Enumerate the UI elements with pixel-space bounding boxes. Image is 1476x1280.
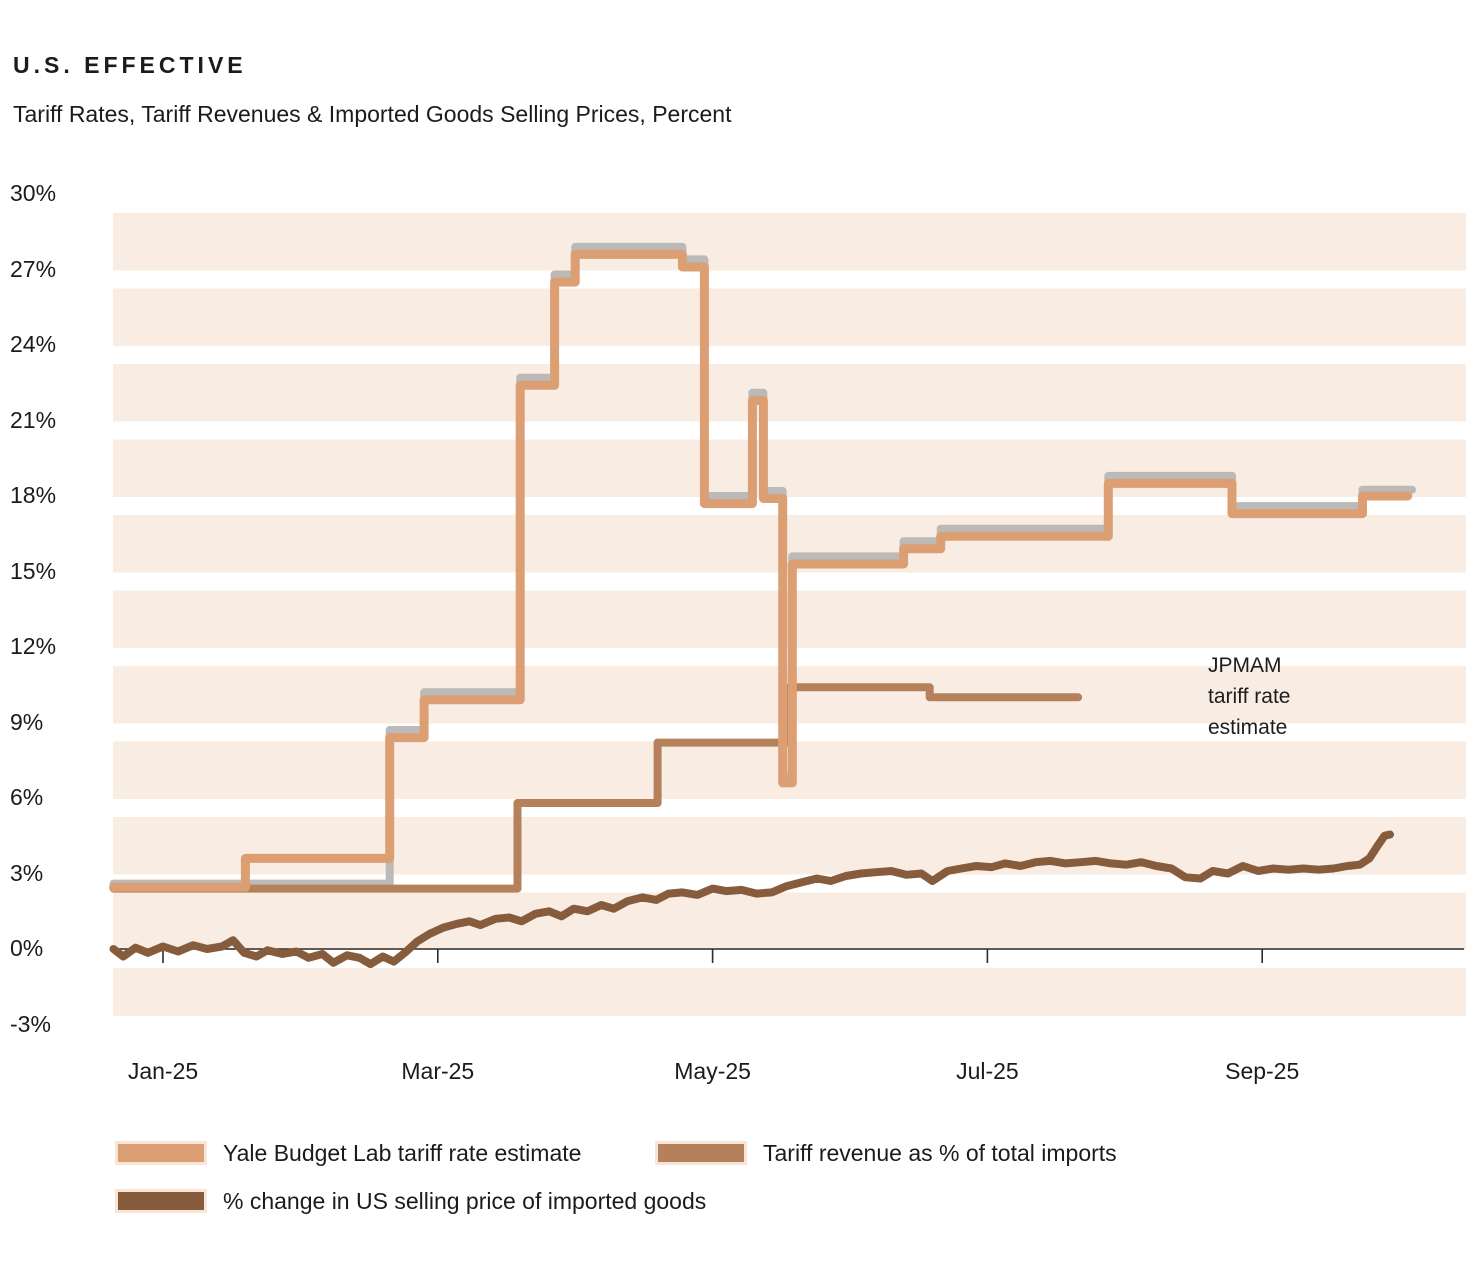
series-line [109,249,1413,892]
y-tick-label: 0% [10,935,44,961]
x-tick-label: Jul-25 [956,1058,1019,1084]
legend-swatch-price [115,1189,207,1213]
y-tick-label: 15% [10,557,57,584]
y-tick-label: 12% [10,633,57,659]
x-tick-label: Jan-25 [127,1058,199,1084]
y-tick-label: -3% [10,1010,51,1037]
y-tick-label: 30% [10,180,57,206]
series-line [109,830,1394,969]
legend-label-revenue: Tariff revenue as % of total imports [763,1140,1117,1166]
legend-label-price: % change in US selling price of imported… [223,1188,707,1214]
jpmam-annotation-line: JPMAM [1208,654,1282,677]
x-tick-label: Sep-25 [1225,1058,1300,1084]
legend-label-yale: Yale Budget Lab tariff rate estimate [223,1140,582,1166]
jpmam-annotation-line: tariff rate [1208,685,1291,708]
page-title: U.S. EFFECTIVE [13,52,247,78]
y-tick-label: 21% [10,406,57,433]
jpmam-annotation: JPMAM tariff rate estimate [1208,650,1290,743]
y-tick-label: 3% [10,859,44,886]
y-tick-label: 6% [10,784,44,810]
legend-swatch-revenue [655,1141,747,1165]
series-line [109,242,1416,888]
series-line [109,683,1083,893]
x-tick-label: Mar-25 [401,1058,475,1084]
y-tick-label: 18% [10,482,57,508]
jpmam-annotation-line: estimate [1208,716,1288,739]
page-subtitle: Tariff Rates, Tariff Revenues & Imported… [13,101,732,127]
y-tick-label: 27% [10,255,57,282]
y-tick-label: 9% [10,708,44,735]
x-tick-label: May-25 [674,1058,751,1084]
legend-swatch-yale [115,1141,207,1165]
y-tick-label: 24% [10,331,57,357]
